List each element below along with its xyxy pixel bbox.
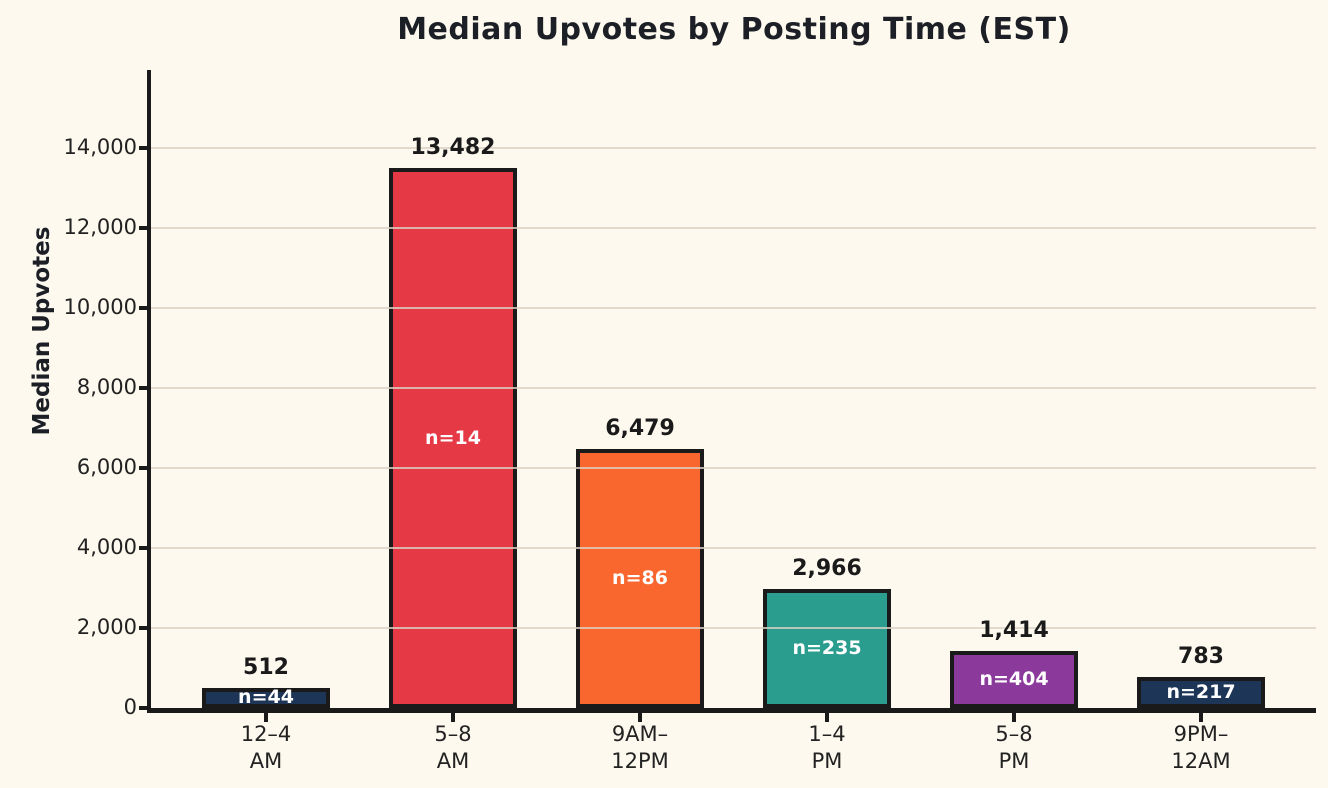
y-axis-spine <box>147 70 151 713</box>
bar-5–8 AM: n=14 <box>389 168 517 708</box>
y-tick-mark <box>139 225 148 230</box>
bar-9AM–12PM: n=86 <box>576 448 704 708</box>
y-axis-label: Median Upvotes <box>29 226 55 436</box>
y-tick-label: 10,000 <box>63 294 137 319</box>
gridline-12000 <box>151 226 1316 229</box>
value-label: 13,482 <box>410 135 496 161</box>
x-tick-mark <box>264 713 268 722</box>
x-tick-mark <box>825 713 829 722</box>
gridline-14000 <box>151 146 1316 149</box>
y-tick-mark <box>139 706 148 710</box>
x-tick-label-line: 5–8 <box>434 722 472 746</box>
bar-1–4 PM: n=235 <box>763 589 891 708</box>
chart-title: Median Upvotes by Posting Time (EST) <box>397 12 1071 47</box>
bar-9PM–12AM: n=217 <box>1137 676 1265 708</box>
y-tick-mark <box>139 545 148 550</box>
x-tick-label-line: 9PM– <box>1173 722 1229 746</box>
gridline-2000 <box>151 626 1316 629</box>
y-tick-label: 8,000 <box>76 374 137 399</box>
plot-area: n=44 512 n=14 13,482 n=86 6,479 n=235 2,966 n=40… <box>151 70 1316 708</box>
x-tick-label-line: AM <box>249 749 283 773</box>
value-label: 1,414 <box>979 618 1049 644</box>
x-tick-mark <box>638 713 642 722</box>
x-tick-label-line: PM <box>811 749 843 773</box>
sample-size-label: n=86 <box>612 566 668 589</box>
x-tick-label: 9PM– 12AM <box>1106 721 1296 775</box>
y-tick-label: 14,000 <box>63 134 137 159</box>
y-tick-label: 2,000 <box>76 614 137 639</box>
x-tick-label-line: 12AM <box>1171 749 1231 773</box>
x-tick-label: 5–8 PM <box>919 721 1109 775</box>
y-tick-mark <box>139 305 148 310</box>
y-tick-mark <box>139 145 148 150</box>
y-tick-label: 12,000 <box>63 214 137 239</box>
x-tick-label-line: 12PM <box>611 749 669 773</box>
x-tick-label: 1–4 PM <box>732 721 922 775</box>
x-tick-label-line: 12–4 <box>240 722 292 746</box>
sample-size-label: n=235 <box>792 637 862 660</box>
value-label: 512 <box>243 654 289 680</box>
y-tick-mark <box>139 465 148 470</box>
x-tick-label-line: 5–8 <box>995 722 1033 746</box>
sample-size-label: n=14 <box>425 426 481 449</box>
y-tick-mark <box>139 385 148 390</box>
gridline-6000 <box>151 466 1316 469</box>
value-label: 6,479 <box>605 415 675 441</box>
value-label: 783 <box>1178 643 1224 669</box>
x-tick-label: 5–8 AM <box>358 721 548 775</box>
bar-5–8 PM: n=404 <box>950 651 1078 708</box>
x-tick-label-line: AM <box>436 749 470 773</box>
x-tick-mark <box>451 713 455 722</box>
x-tick-mark <box>1012 713 1016 722</box>
x-tick-label-line: 1–4 <box>808 722 846 746</box>
sample-size-label: n=217 <box>1166 680 1236 703</box>
bar-12–4 AM: n=44 <box>202 686 330 709</box>
x-tick-label-line: 9AM– <box>611 722 669 746</box>
y-tick-label: 6,000 <box>76 454 137 479</box>
x-axis-spine <box>147 708 1316 713</box>
gridline-4000 <box>151 546 1316 549</box>
x-tick-label: 9AM– 12PM <box>545 721 735 775</box>
gridline-10000 <box>151 306 1316 309</box>
gridline-8000 <box>151 386 1316 389</box>
sample-size-label: n=44 <box>238 686 294 709</box>
x-tick-label-line: PM <box>998 749 1030 773</box>
x-tick-mark <box>1199 713 1203 722</box>
y-tick-label: 0 <box>123 695 137 719</box>
y-tick-label: 4,000 <box>76 534 137 559</box>
sample-size-label: n=404 <box>979 668 1049 691</box>
y-tick-mark <box>139 625 148 630</box>
value-label: 2,966 <box>792 556 862 582</box>
x-tick-label: 12–4 AM <box>171 721 361 775</box>
